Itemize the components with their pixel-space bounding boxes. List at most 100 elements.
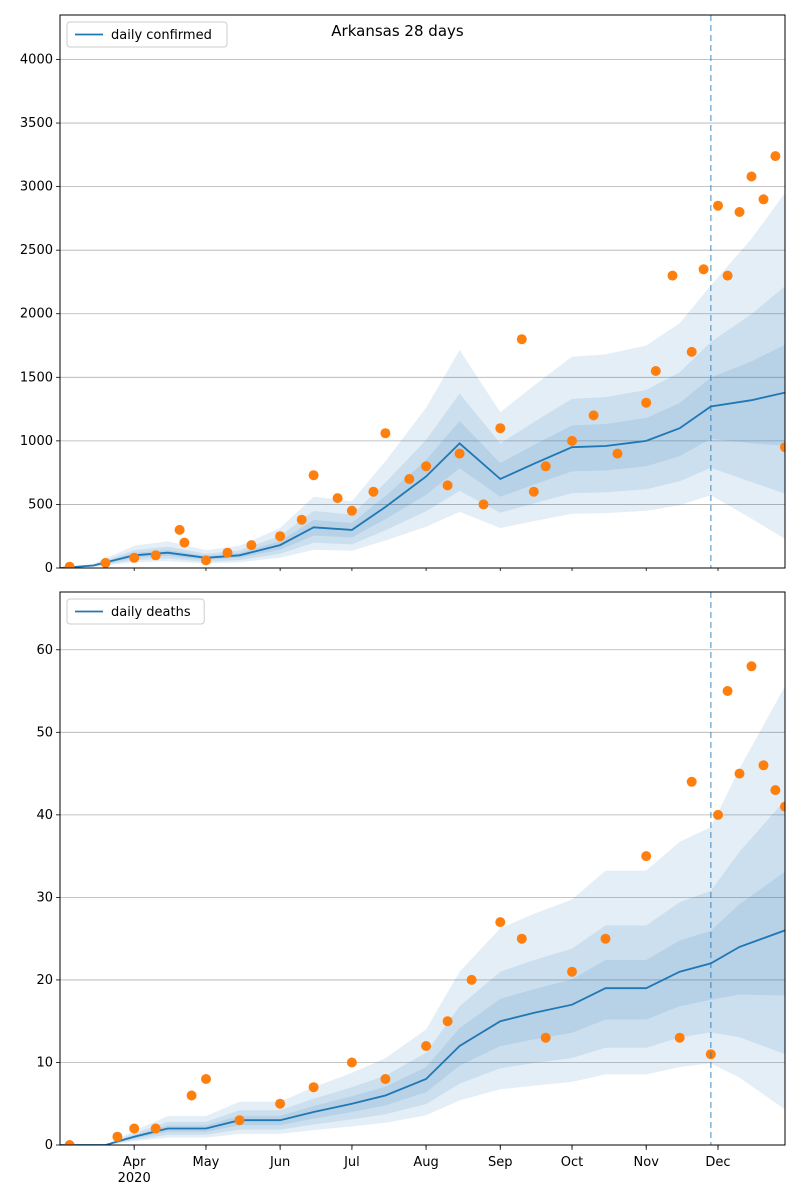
- data-point: [600, 933, 611, 944]
- x-tick-label: Jun: [269, 1155, 290, 1170]
- legend-label: daily confirmed: [111, 28, 212, 43]
- data-point: [667, 270, 678, 281]
- data-point: [528, 486, 539, 497]
- y-tick-label: 2500: [20, 243, 53, 258]
- data-point: [686, 346, 697, 357]
- chart-panel-1: 0 10 20 30 40 50 60 Apr May Jun Jul Aug Sep Oct Nov Dec…: [36, 591, 786, 1186]
- y-tick-label: 30: [36, 890, 53, 905]
- data-point: [201, 555, 211, 566]
- data-point: [780, 801, 785, 812]
- data-point: [201, 1074, 211, 1084]
- data-point: [421, 461, 432, 472]
- y-tick-label: 10: [36, 1055, 53, 1070]
- data-point: [722, 686, 733, 696]
- y-tick-label: 2000: [20, 307, 53, 322]
- data-point: [64, 561, 75, 568]
- data-point: [129, 1123, 140, 1134]
- data-point: [674, 1032, 685, 1043]
- data-point: [454, 448, 465, 459]
- x-tick-label: May: [193, 1155, 220, 1170]
- data-point: [734, 207, 745, 217]
- data-point: [150, 1123, 161, 1134]
- data-point: [770, 151, 781, 162]
- data-point: [150, 550, 161, 561]
- data-point: [421, 1041, 432, 1051]
- y-tick-label: 4000: [20, 52, 53, 67]
- data-point: [129, 552, 140, 563]
- data-point: [346, 505, 357, 516]
- axes-frame: [59, 14, 786, 569]
- data-point: [567, 966, 577, 977]
- data-point: [758, 760, 769, 771]
- data-point: [112, 1131, 123, 1142]
- data-point: [780, 442, 785, 453]
- axes-frame: [59, 591, 786, 1146]
- data-point: [296, 514, 307, 525]
- x-tick-label: Aug: [413, 1155, 438, 1170]
- data-point: [368, 486, 379, 497]
- y-tick-label: 3000: [20, 180, 53, 195]
- data-point: [234, 1115, 245, 1126]
- data-point: [174, 524, 185, 535]
- chart-panel-0: 0 500 1000 1500 2000 2500 3000 3500 4000 Arkansas…: [20, 14, 786, 576]
- legend-box: [66, 21, 228, 48]
- data-point: [746, 171, 757, 182]
- data-point: [380, 1074, 391, 1084]
- uncertainty-band-2: [60, 871, 785, 1145]
- y-tick-label: 1000: [20, 434, 53, 449]
- data-point: [734, 768, 745, 779]
- legend-label: daily deaths: [111, 605, 191, 620]
- data-point: [713, 809, 723, 820]
- data-point: [346, 1057, 357, 1068]
- data-point: [641, 397, 652, 408]
- data-point: [308, 1082, 319, 1093]
- data-point: [713, 200, 723, 211]
- data-point: [495, 917, 506, 928]
- legend: daily deaths: [66, 598, 205, 625]
- x-tick-label: Dec: [705, 1155, 730, 1170]
- x-tick-label: Nov: [634, 1155, 660, 1170]
- y-tick-label: 1500: [20, 370, 53, 385]
- data-point: [495, 423, 506, 434]
- data-point: [179, 537, 190, 548]
- data-point: [540, 1032, 551, 1043]
- y-tick-label: 3500: [20, 116, 53, 131]
- y-tick-label: 60: [36, 643, 53, 658]
- x-tick-label: Oct: [561, 1155, 583, 1170]
- data-point: [186, 1090, 197, 1101]
- x-tick-label: Sep: [488, 1155, 513, 1170]
- data-point: [698, 264, 709, 275]
- y-tick-label: 500: [28, 497, 53, 512]
- data-point: [567, 435, 577, 446]
- data-point: [466, 974, 477, 985]
- data-point: [516, 334, 527, 345]
- data-point: [275, 531, 286, 542]
- data-point: [612, 448, 623, 459]
- y-tick-label: 20: [36, 973, 53, 988]
- legend-box: [66, 598, 205, 625]
- series-line: [60, 391, 785, 568]
- data-point: [641, 851, 652, 862]
- data-point: [516, 933, 527, 944]
- data-point: [308, 470, 319, 481]
- data-point: [442, 480, 453, 491]
- chart-title: Arkansas 28 days: [331, 22, 464, 40]
- data-point: [588, 410, 599, 421]
- data-point: [332, 493, 343, 504]
- data-point: [770, 785, 781, 796]
- x-tick-label: Apr: [123, 1155, 146, 1170]
- data-point: [275, 1098, 286, 1109]
- y-tick-label: 0: [45, 561, 53, 576]
- data-point: [64, 1140, 75, 1145]
- uncertainty-band-1: [60, 286, 785, 568]
- data-point: [478, 499, 489, 510]
- data-point: [100, 557, 111, 568]
- data-point: [650, 366, 661, 376]
- uncertainty-band-1: [60, 800, 785, 1145]
- uncertainty-band-0: [60, 686, 785, 1145]
- legend: daily confirmed: [66, 21, 228, 48]
- data-point: [686, 776, 697, 787]
- series-line: [60, 929, 785, 1145]
